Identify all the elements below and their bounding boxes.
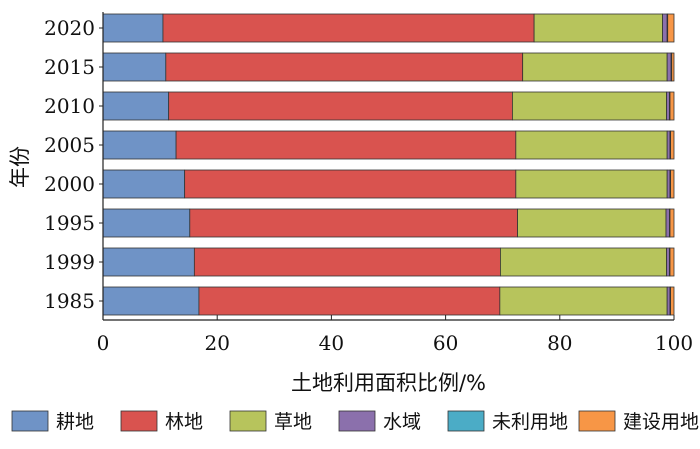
y-tick-label-2010: 2010 xyxy=(44,94,95,118)
bar-segment-2015-3 xyxy=(666,52,672,82)
y-tick-label-2000: 2000 xyxy=(44,172,95,196)
bar-segment-2015-0 xyxy=(102,52,167,82)
bar-segment-2005-3 xyxy=(666,130,671,160)
y-tick-label-2020: 2020 xyxy=(44,16,95,40)
bar-segment-2000-3 xyxy=(666,169,671,199)
bar-segment-2015-5 xyxy=(671,52,675,82)
bar-segment-1985-1 xyxy=(198,286,501,316)
bar-segment-2005-1 xyxy=(175,130,517,160)
x-tick-label-60: 60 xyxy=(433,331,458,355)
bar-segment-1985-2 xyxy=(499,286,668,316)
bar-segment-2010-5 xyxy=(669,91,675,121)
legend-swatch-0 xyxy=(11,410,49,432)
y-tick-label-2005: 2005 xyxy=(44,133,95,157)
bar-segment-1999-5 xyxy=(669,247,675,277)
y-tick-label-1999: 1999 xyxy=(44,250,95,274)
bar-segment-2000-0 xyxy=(102,169,186,199)
bar-segment-2010-2 xyxy=(512,91,667,121)
legend-swatch-3 xyxy=(338,410,376,432)
legend-label-5: 建设用地 xyxy=(623,411,699,433)
bar-segment-2020-1 xyxy=(162,13,535,43)
legend-swatch-5 xyxy=(578,410,616,432)
y-tick-labels: 2020 2015 2010 2005 2000 1995 1999 1985 xyxy=(44,16,103,313)
y-tick-label-1995: 1995 xyxy=(44,211,95,235)
bar-segment-2020-2 xyxy=(533,13,663,43)
bar-segment-1995-0 xyxy=(102,208,191,238)
legend-swatch-2 xyxy=(229,410,267,432)
bar-segment-1999-1 xyxy=(193,247,501,277)
bar-segment-1999-0 xyxy=(102,247,195,277)
x-tick-label-20: 20 xyxy=(204,331,229,355)
legend-label-0: 耕地 xyxy=(56,411,94,433)
x-tick-label-0: 0 xyxy=(97,331,110,355)
legend-label-4: 未利用地 xyxy=(492,411,568,433)
legend-swatch-4 xyxy=(447,410,485,432)
bar-segment-1995-1 xyxy=(189,208,518,238)
bar-segment-2000-5 xyxy=(670,169,675,199)
legend-label-1: 林地 xyxy=(165,411,203,433)
bar-segment-1985-0 xyxy=(102,286,200,316)
legend-label-2: 草地 xyxy=(274,411,312,433)
bar-segment-2005-0 xyxy=(102,130,177,160)
bar-segment-1985-5 xyxy=(670,286,675,316)
bar-segment-2020-3 xyxy=(662,13,668,43)
bar-segment-1999-2 xyxy=(500,247,667,277)
bar-segment-2005-5 xyxy=(670,130,675,160)
bar-segment-2000-1 xyxy=(184,169,517,199)
x-tick-label-80: 80 xyxy=(547,331,572,355)
y-tick-label-2015: 2015 xyxy=(44,55,95,79)
y-tick-label-1985: 1985 xyxy=(44,289,95,313)
bar-segment-1999-3 xyxy=(666,247,670,277)
bar-segment-2010-1 xyxy=(168,91,513,121)
bar-segment-2015-1 xyxy=(165,52,524,82)
bar-segment-2015-2 xyxy=(522,52,668,82)
bar-segment-1985-3 xyxy=(666,286,671,316)
x-tick-label-40: 40 xyxy=(319,331,344,355)
legend-swatch-1 xyxy=(120,410,158,432)
axes-layer xyxy=(102,12,674,321)
bar-segment-1995-3 xyxy=(665,208,670,238)
y-axis-title: 年份 xyxy=(8,146,32,188)
x-tick-labels: 0 20 40 60 80 100 xyxy=(97,315,693,355)
bar-segment-1995-5 xyxy=(669,208,675,238)
bar-segment-2020-5 xyxy=(667,13,675,43)
bar-segment-2005-2 xyxy=(515,130,668,160)
bars-layer xyxy=(102,13,675,316)
bar-segment-2010-0 xyxy=(102,91,170,121)
bar-segment-1995-2 xyxy=(517,208,667,238)
bar-segment-2010-3 xyxy=(666,91,670,121)
bar-segment-2020-0 xyxy=(102,13,164,43)
x-axis-title: 土地利用面积比例/% xyxy=(291,371,486,395)
bar-segment-2000-2 xyxy=(515,169,668,199)
legend-label-3: 水域 xyxy=(383,411,421,433)
x-tick-label-100: 100 xyxy=(655,331,693,355)
legend: 耕地 林地 草地 水域 未利用地 建设用地 xyxy=(11,410,699,433)
